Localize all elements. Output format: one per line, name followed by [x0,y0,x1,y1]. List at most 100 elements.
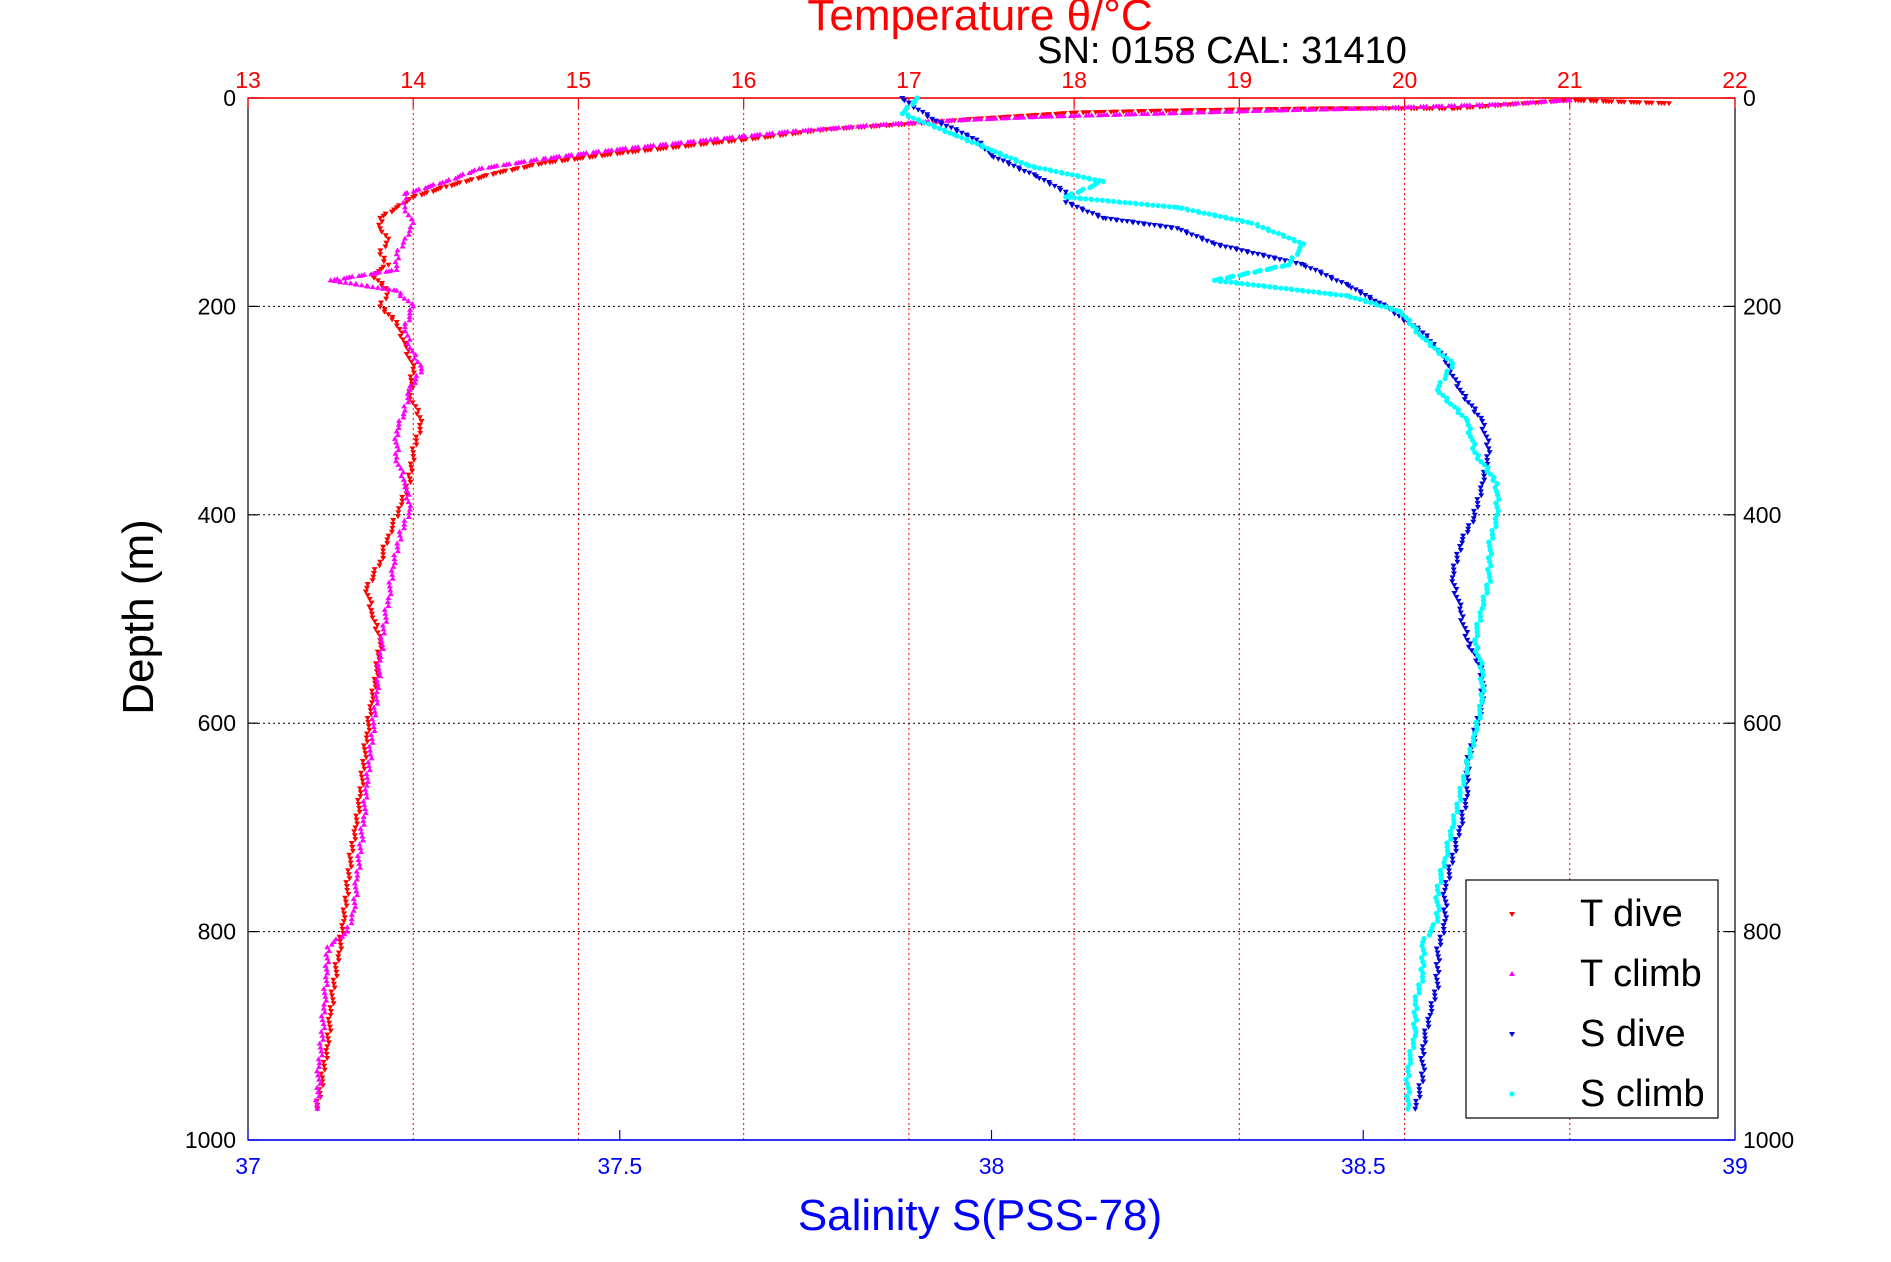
data-point [367,704,374,710]
data-point [377,657,384,663]
data-point [335,950,342,956]
data-point [1432,973,1439,979]
data-point [380,555,387,561]
data-point [378,229,385,235]
data-point [1493,500,1499,506]
data-point [406,227,413,233]
data-point [1405,1064,1411,1070]
data-point [330,981,337,987]
data-point [1245,219,1251,225]
data-point [383,618,390,624]
data-point [947,130,953,136]
data-point [401,403,408,409]
data-point [1286,235,1292,241]
data-point [1141,221,1148,227]
data-point [342,279,349,285]
data-point [357,790,364,796]
data-point [1459,817,1466,823]
data-point [353,817,360,823]
data-point [1444,844,1450,850]
data-point [1352,295,1358,301]
data-point [394,548,401,554]
data-point [964,138,970,144]
data-point [1271,256,1278,262]
data-point [1207,109,1214,115]
depth-tick-label-right: 600 [1743,710,1781,736]
data-point [407,306,414,312]
data-point [1413,1029,1419,1035]
data-point [890,121,897,127]
data-point [1099,197,1105,203]
data-point [1283,286,1289,292]
data-point [377,559,384,565]
data-point [1468,648,1475,654]
data-point [1286,262,1292,268]
data-point [669,140,676,146]
temp-tick-label: 15 [566,67,592,93]
data-point [1472,731,1478,737]
data-point [1157,224,1164,230]
data-point [339,926,346,932]
data-point [1463,758,1470,764]
data-point [381,307,388,313]
data-point [1087,185,1093,191]
data-point [1467,426,1473,432]
data-point [1479,481,1486,487]
data-point [1442,359,1449,365]
data-point [1084,209,1091,215]
data-point [1477,656,1483,662]
data-point [1217,243,1224,249]
data-point [318,1028,325,1034]
data-point [575,151,582,157]
data-point [401,480,408,486]
data-point [463,179,470,185]
data-point [1420,1079,1427,1085]
data-point [1412,1098,1419,1104]
data-point [1094,197,1100,203]
data-point [1089,196,1095,203]
data-point [410,220,417,226]
data-point [390,518,397,524]
data-point [338,946,345,952]
data-point [1420,978,1426,984]
data-point [1486,450,1493,456]
data-point [353,813,360,819]
data-point [318,1013,325,1019]
top-axis-title: Temperature θ/°C [807,0,1152,40]
data-point [1665,101,1672,107]
data-point [1312,267,1319,273]
data-point [1468,403,1475,409]
data-point [399,337,406,343]
data-point [328,941,335,947]
data-point [1074,204,1081,210]
data-point [1376,300,1383,306]
data-point [1451,816,1457,823]
data-point [1458,797,1464,803]
data-point [375,685,382,691]
data-point [1492,484,1498,491]
data-point [344,924,351,930]
data-point [377,673,384,679]
sn-cal-header: SN: 0158 CAL: 31410 [1037,30,1407,72]
data-point [1489,527,1495,534]
data-point [373,677,380,683]
data-point [1474,455,1481,462]
data-point [351,833,358,839]
data-point [1454,555,1461,561]
data-point [363,782,370,788]
data-point [368,688,375,694]
data-point [1166,204,1173,210]
data-point [324,944,331,950]
data-point [1317,290,1323,296]
data-point [1628,99,1635,105]
data-point [364,593,371,599]
data-point [363,585,370,591]
data-point [422,185,429,191]
data-point [1412,1025,1418,1031]
data-point [1411,1009,1417,1015]
data-point [411,379,418,385]
data-point [385,262,392,268]
data-point [1418,966,1424,972]
data-point [1465,526,1472,532]
data-point [402,484,409,490]
